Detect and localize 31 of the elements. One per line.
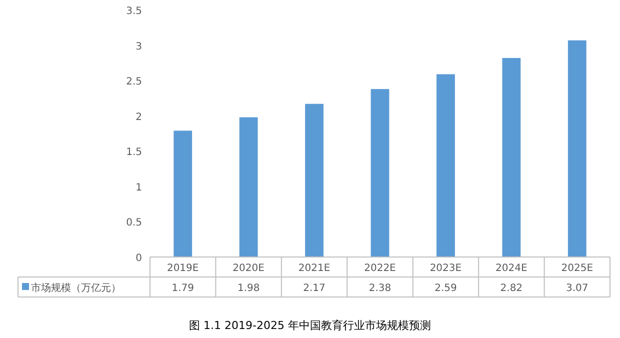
x-tick-label: 2019E [166, 263, 199, 274]
data-label: 1.79 [172, 283, 194, 294]
x-tick-label: 2024E [496, 263, 528, 274]
bar [305, 104, 324, 257]
bar [174, 130, 192, 257]
data-label: 2.82 [500, 283, 523, 294]
bar [436, 74, 455, 257]
x-tick-label: 2023E [430, 263, 462, 274]
y-tick-label: 2.5 [126, 76, 142, 88]
y-tick-label: 0.5 [126, 218, 142, 229]
y-tick-label: 3.5 [126, 6, 142, 17]
x-tick-label: 2022E [364, 263, 396, 274]
caption: 图 1.1 2019-2025 年中国教育行业市场规模预测 [189, 319, 431, 332]
data-label: 2.59 [434, 283, 457, 294]
y-tick-label: 3 [136, 41, 142, 52]
y-tick-label: 1 [136, 182, 142, 194]
x-tick-label: 2021E [298, 263, 330, 274]
data-label: 1.98 [237, 283, 260, 294]
y-tick-label: 2 [136, 112, 142, 123]
data-label: 2.38 [368, 283, 392, 294]
bar [568, 40, 586, 257]
bar [370, 89, 390, 257]
y-tick-label: 0 [136, 253, 142, 264]
bar [239, 117, 258, 257]
x-tick-label: 2020E [232, 263, 264, 274]
x-tick-label: 2025E [561, 263, 594, 274]
data-label: 2.17 [303, 283, 326, 294]
y-tick-label: 1.5 [126, 147, 142, 158]
data-label: 3.07 [566, 283, 588, 294]
legend-label: 市场规模（万亿元） [31, 282, 121, 294]
bar [502, 58, 521, 257]
